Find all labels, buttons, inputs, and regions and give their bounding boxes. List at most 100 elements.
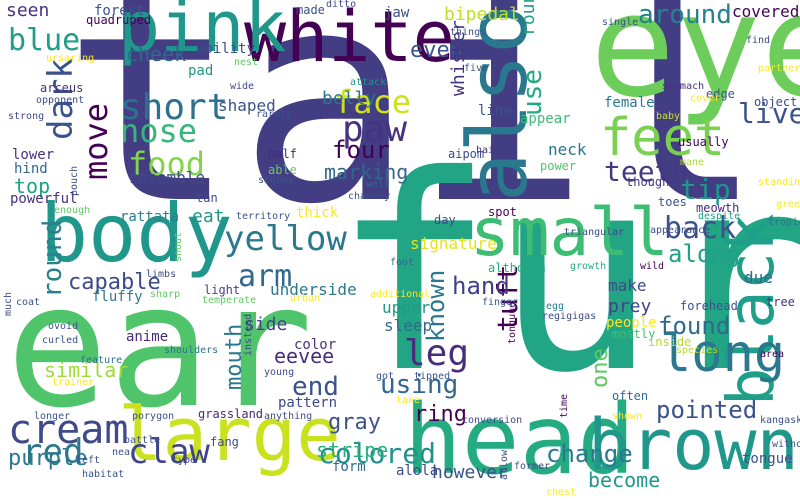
word-growth: growth [570, 261, 607, 272]
word-similar: similar [44, 358, 129, 382]
word-forest: forest [94, 3, 145, 19]
word-using: using [380, 370, 459, 400]
word-prey: prey [608, 296, 652, 317]
word-curled: ovoid [48, 321, 79, 332]
word-seen: seen [6, 0, 50, 21]
word-often: often [612, 389, 649, 403]
word-species: area [760, 349, 785, 360]
word-green: tropical [768, 217, 800, 228]
word-ring: ring [414, 402, 467, 427]
word-round: round [38, 219, 68, 298]
word-lower: lower [12, 147, 55, 163]
word-pattern: pattern [278, 395, 338, 411]
word-time: egg [546, 301, 565, 312]
word-spot: spot [488, 205, 517, 219]
word-end: end [292, 372, 339, 402]
word-attack: things [450, 27, 487, 38]
word-food: food [128, 145, 206, 183]
word-kangaskhan: species [676, 345, 719, 356]
word-sharp: temperate [202, 295, 257, 306]
word-enough: much [3, 291, 14, 316]
word-strong: enough [54, 205, 91, 216]
word-half: half [268, 147, 297, 161]
word-power: aipom [448, 147, 485, 161]
word-things: ditto [326, 0, 357, 10]
word-toes: toes [658, 195, 687, 209]
word-mostly: mostly [612, 327, 656, 341]
word-wild: wild [640, 261, 665, 272]
word-covered: covered [732, 2, 800, 21]
word-capable: capable [68, 270, 161, 295]
word-hind: hind [14, 161, 48, 177]
word-pointed: pointed [656, 396, 758, 424]
word-shaped: shaped [218, 96, 276, 115]
word-fur: fur [332, 117, 800, 432]
word-young: take [396, 395, 421, 406]
word-usually: though [626, 175, 670, 189]
word-brown: brown [588, 404, 799, 486]
word-top: top [14, 174, 51, 198]
word-long: long [660, 324, 786, 384]
word-head: head [404, 384, 636, 496]
word-underside: underside [270, 280, 357, 299]
word-wide: attack [350, 77, 387, 88]
word-upper: upper [382, 298, 431, 317]
word-left: near [112, 447, 137, 458]
word-cheek: cheek [126, 42, 187, 66]
word-paw: paw [342, 109, 408, 150]
word-gray: gray [328, 410, 381, 435]
word-five: rarely [256, 109, 293, 120]
word-along: along [668, 240, 741, 268]
word-ursaring: opponent [36, 95, 85, 106]
word-baby: cover [690, 93, 721, 104]
word-though: object [754, 95, 798, 109]
word-chest: former [514, 461, 551, 472]
word-mother: without [772, 439, 800, 450]
word-quadruped: quadruped [86, 13, 152, 27]
word-neck: neck [548, 140, 587, 159]
word-additional: urban [290, 293, 321, 304]
word-tree: tree [766, 295, 795, 309]
word-near: battle [124, 435, 161, 446]
word-grassland: grassland [198, 407, 264, 421]
word-thick: thick [296, 205, 339, 221]
word-colored: colored [318, 437, 437, 470]
word-got: shown [612, 411, 643, 422]
word-tipped: time [559, 393, 570, 418]
word-take: got [376, 371, 395, 382]
word-blue: blue [8, 23, 81, 58]
word-form: form [332, 459, 366, 475]
word-fang: fang [210, 435, 239, 449]
word-large: large [118, 392, 341, 478]
word-tropical: despite [698, 211, 741, 222]
word-conversion: young [264, 367, 295, 378]
word-pad: pad [188, 63, 214, 79]
word-feature: trainer [52, 377, 95, 388]
word-much: coat [16, 297, 41, 308]
word-fluffy: fluffy [92, 289, 143, 305]
word-pouch: ursaring [46, 53, 95, 64]
word-chansey: snout [173, 231, 184, 262]
word-longer: habitat [82, 469, 125, 480]
word-coat: curled [42, 335, 79, 346]
word-meowth: meowth [696, 201, 740, 215]
word-found: found [658, 312, 731, 340]
word-color: color [294, 337, 337, 353]
word-people: people [606, 315, 657, 331]
word-belly: belly [322, 88, 377, 109]
word-small: small [470, 194, 669, 271]
word-hand: hand [452, 272, 510, 300]
word-able: able [268, 163, 297, 177]
word-cover: partner [758, 63, 800, 74]
word-appearance: green [776, 199, 800, 210]
word-ability: ability [196, 41, 256, 57]
word-cream: cream [8, 407, 129, 453]
word-purple: purple [8, 446, 88, 471]
word-aipom: usually [678, 135, 729, 149]
word-instead: anything [264, 411, 313, 422]
word-red: red [22, 432, 84, 472]
word-nose: nose [120, 112, 198, 150]
word-inside: inside [648, 335, 692, 349]
word-rounded: rounded [518, 0, 539, 36]
word-limbs: sharp [150, 289, 181, 300]
